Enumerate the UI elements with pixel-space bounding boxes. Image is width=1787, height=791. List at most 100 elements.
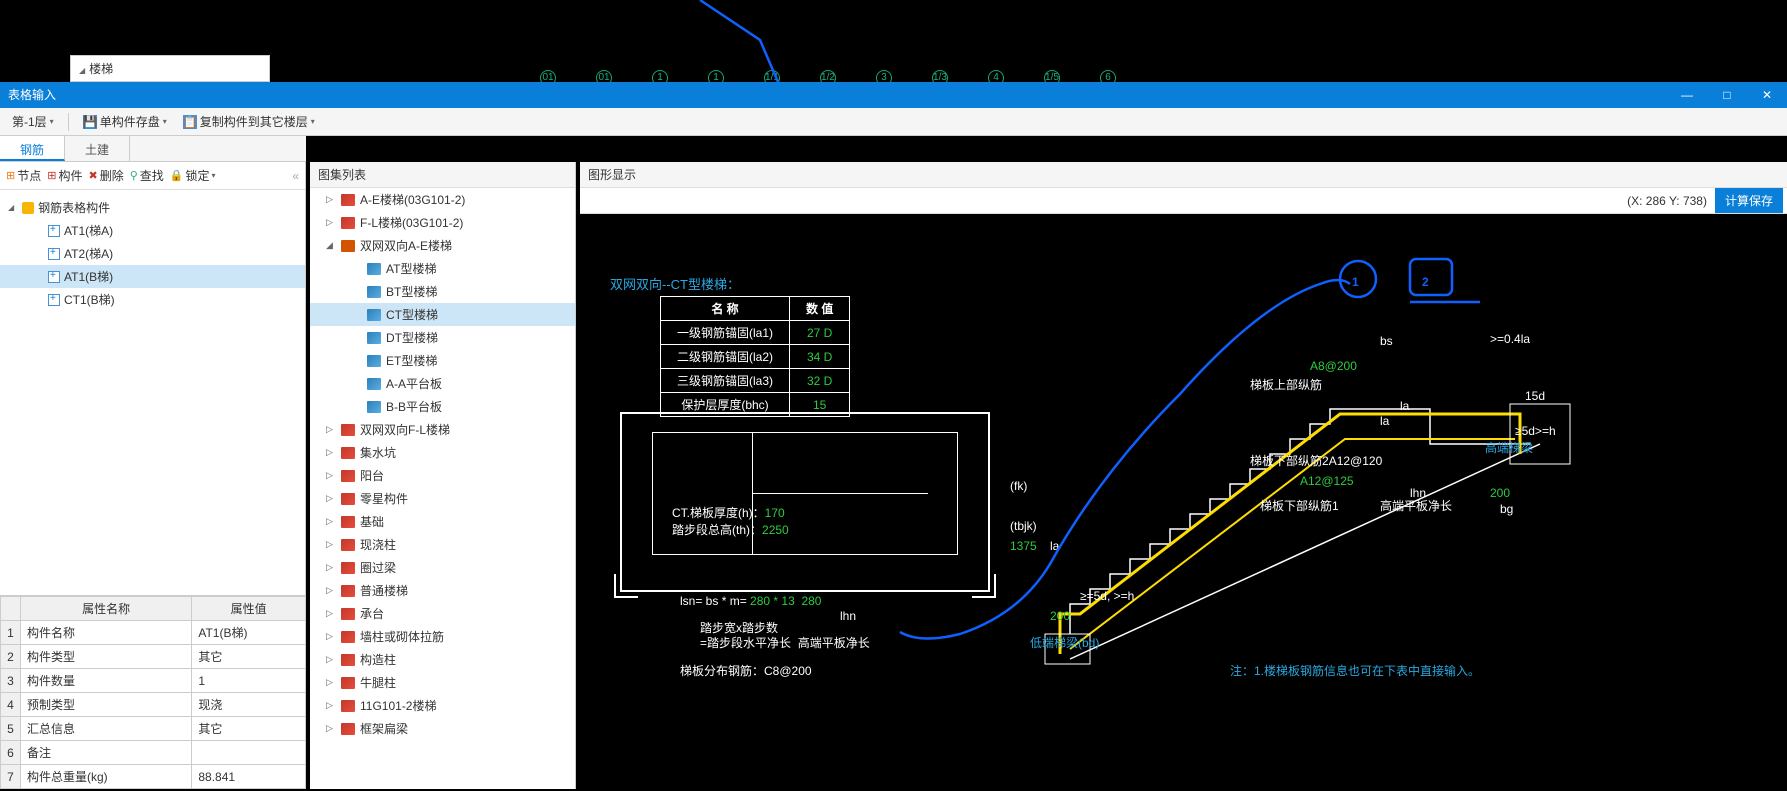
atlas-tree: ▷A-E楼梯(03G101-2)▷F-L楼梯(03G101-2)◢双网双向A-E… <box>310 188 575 791</box>
atlas-item[interactable]: ▷框架扁梁 <box>310 717 575 740</box>
atlas-item[interactable]: ▷普通楼梯 <box>310 579 575 602</box>
atlas-item[interactable]: ▷构造柱 <box>310 648 575 671</box>
left-tabs: 钢筋 土建 <box>0 136 306 162</box>
copy-to-floor-button[interactable]: 📋复制构件到其它楼层▾ <box>177 111 321 132</box>
atlas-item[interactable]: ▷A-E楼梯(03G101-2) <box>310 188 575 211</box>
atlas-item[interactable]: AT型楼梯 <box>310 257 575 280</box>
atlas-item[interactable]: ▷墙柱或砌体拉筋 <box>310 625 575 648</box>
book-icon <box>341 562 355 574</box>
atlas-item[interactable]: ▷F-L楼梯(03G101-2) <box>310 211 575 234</box>
atlas-item[interactable]: ▷11G101-2楼梯 <box>310 694 575 717</box>
atlas-item[interactable]: ▷阳台 <box>310 464 575 487</box>
book-icon <box>341 585 355 597</box>
book-icon <box>341 654 355 666</box>
atlas-item[interactable]: ◢双网双向A-E楼梯 <box>310 234 575 257</box>
book-icon <box>367 378 381 390</box>
tree-root[interactable]: 钢筋表格构件 <box>0 196 305 219</box>
doc-icon <box>48 294 60 306</box>
book-icon <box>367 309 381 321</box>
component-tree: 钢筋表格构件 AT1(梯A)AT2(梯A)AT1(B梯)CT1(B梯) <box>0 190 305 317</box>
atlas-item[interactable]: CT型楼梯 <box>310 303 575 326</box>
param-table: 名 称数 值 一级钢筋锚固(la1)27 D二级钢筋锚固(la2)34 D三级钢… <box>660 296 850 417</box>
book-icon <box>367 355 381 367</box>
node-button[interactable]: ⊞节点 <box>6 167 41 184</box>
param-row: 二级钢筋锚固(la2)34 D <box>661 345 850 369</box>
left-toolbar: ⊞节点 ⊞构件 ✖删除 ⚲查找 🔒锁定▾ « <box>0 162 305 190</box>
book-icon <box>367 332 381 344</box>
atlas-item[interactable]: DT型楼梯 <box>310 326 575 349</box>
prop-row[interactable]: 2构件类型其它 <box>1 645 306 669</box>
atlas-item[interactable]: ▷承台 <box>310 602 575 625</box>
atlas-item[interactable]: ▷双网双向F-L楼梯 <box>310 418 575 441</box>
tab-rebar[interactable]: 钢筋 <box>0 136 65 161</box>
book-icon <box>341 493 355 505</box>
atlas-title: 图集列表 <box>310 162 575 188</box>
window-title: 表格输入 <box>8 88 56 102</box>
find-button[interactable]: ⚲查找 <box>130 167 164 184</box>
cursor-coord: (X: 286 Y: 738) <box>1627 194 1707 208</box>
atlas-item[interactable]: ▷零星构件 <box>310 487 575 510</box>
param-row: 三级钢筋锚固(la3)32 D <box>661 369 850 393</box>
atlas-item[interactable]: ET型楼梯 <box>310 349 575 372</box>
atlas-item[interactable]: ▷基础 <box>310 510 575 533</box>
book-icon <box>341 516 355 528</box>
save-single-button[interactable]: 💾单构件存盘▾ <box>77 111 173 132</box>
book-icon <box>367 263 381 275</box>
atlas-item[interactable]: ▷圈过梁 <box>310 556 575 579</box>
atlas-item[interactable]: B-B平台板 <box>310 395 575 418</box>
atlas-item[interactable]: ▷现浇柱 <box>310 533 575 556</box>
book-icon <box>341 608 355 620</box>
close-button[interactable]: ✕ <box>1747 82 1787 108</box>
minimize-button[interactable]: — <box>1667 82 1707 108</box>
calc-save-button[interactable]: 计算保存 <box>1715 188 1783 213</box>
main-toolbar: 第-1层▾ 💾单构件存盘▾ 📋复制构件到其它楼层▾ <box>0 108 1787 136</box>
tab-civil[interactable]: 土建 <box>65 136 130 161</box>
book-icon <box>341 424 355 436</box>
drawing-heading: 双网双向--CT型楼梯： <box>610 274 740 293</box>
floor-selector[interactable]: 第-1层▾ <box>6 111 60 132</box>
book-icon <box>341 700 355 712</box>
member-button[interactable]: ⊞构件 <box>47 167 82 184</box>
prop-row[interactable]: 4预制类型现浇 <box>1 693 306 717</box>
prop-row[interactable]: 3构件数量1 <box>1 669 306 693</box>
atlas-item[interactable]: ▷集水坑 <box>310 441 575 464</box>
prop-row[interactable]: 5汇总信息其它 <box>1 717 306 741</box>
doc-icon <box>48 248 60 260</box>
tree-item[interactable]: AT1(B梯) <box>0 265 305 288</box>
book-icon <box>341 723 355 735</box>
prop-row[interactable]: 1构件名称AT1(B梯) <box>1 621 306 645</box>
prop-row[interactable]: 6备注 <box>1 741 306 765</box>
drawing-panel: 图形显示 (X: 286 Y: 738) 计算保存 双网双向--CT型楼梯： 名… <box>580 162 1787 789</box>
book-icon <box>341 677 355 689</box>
book-icon <box>341 194 355 206</box>
lock-button[interactable]: 🔒锁定▾ <box>170 167 216 184</box>
prop-row[interactable]: 7构件总重量(kg)88.841 <box>1 765 306 789</box>
atlas-item[interactable]: ▷牛腿柱 <box>310 671 575 694</box>
atlas-item[interactable]: A-A平台板 <box>310 372 575 395</box>
book-icon <box>341 539 355 551</box>
window-titlebar: 表格输入 — □ ✕ <box>0 82 1787 108</box>
stair-section <box>1010 254 1770 674</box>
folder-icon <box>22 202 34 214</box>
tree-item[interactable]: AT2(梯A) <box>0 242 305 265</box>
book-icon <box>341 447 355 459</box>
atlas-panel: 图集列表 ▷A-E楼梯(03G101-2)▷F-L楼梯(03G101-2)◢双网… <box>310 162 576 789</box>
book-icon <box>341 240 355 252</box>
delete-button[interactable]: ✖删除 <box>88 167 123 184</box>
book-icon <box>341 470 355 482</box>
cad-canvas[interactable]: 双网双向--CT型楼梯： 名 称数 值 一级钢筋锚固(la1)27 D二级钢筋锚… <box>580 214 1787 789</box>
left-panel: ⊞节点 ⊞构件 ✖删除 ⚲查找 🔒锁定▾ « 钢筋表格构件 AT1(梯A)AT2… <box>0 162 306 789</box>
book-icon <box>341 631 355 643</box>
tree-item[interactable]: CT1(B梯) <box>0 288 305 311</box>
doc-icon <box>48 225 60 237</box>
drawing-title: 图形显示 <box>580 162 1787 188</box>
param-row: 一级钢筋锚固(la1)27 D <box>661 321 850 345</box>
floating-tree-snippet: 楼梯 <box>70 55 270 82</box>
maximize-button[interactable]: □ <box>1707 82 1747 108</box>
plan-view: CT.梯板厚度(h)：170 踏步段总高(th)：2250 <box>620 412 990 592</box>
tree-item[interactable]: AT1(梯A) <box>0 219 305 242</box>
atlas-item[interactable]: BT型楼梯 <box>310 280 575 303</box>
book-icon <box>341 217 355 229</box>
book-icon <box>367 286 381 298</box>
book-icon <box>367 401 381 413</box>
